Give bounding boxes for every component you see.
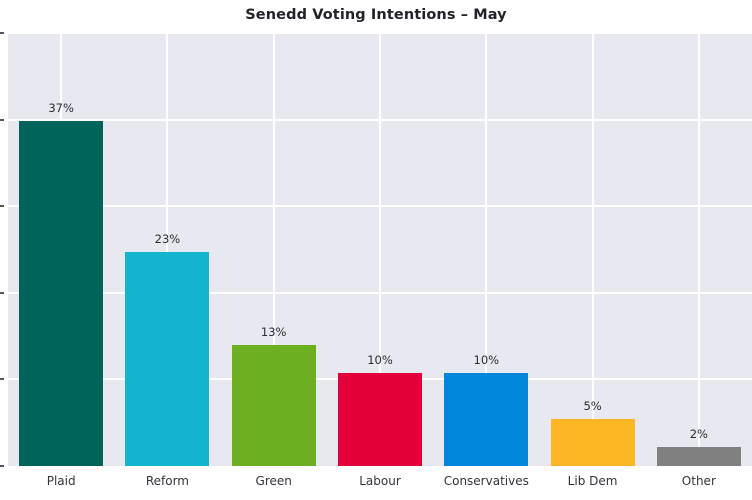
bar-plaid[interactable] — [19, 121, 104, 466]
x-axis-label-conservatives: Conservatives — [443, 474, 529, 488]
x-axis-label-plaid: Plaid — [46, 474, 76, 488]
y-axis-tick — [0, 465, 4, 467]
gridline-vertical — [272, 33, 275, 466]
bar-reform[interactable] — [125, 251, 210, 466]
value-label-green: 13% — [260, 324, 287, 339]
bar-conservatives[interactable] — [444, 372, 529, 466]
value-label-conservatives: 10% — [473, 352, 500, 367]
gridline-vertical — [697, 33, 700, 466]
value-label-other: 2% — [689, 427, 708, 442]
gridline-vertical — [166, 33, 169, 466]
gridline-vertical — [485, 33, 488, 466]
gridline-vertical — [379, 33, 381, 466]
value-label-lib-dem: 5% — [583, 399, 602, 414]
gridline-vertical — [591, 33, 594, 466]
y-axis-tick — [0, 378, 4, 381]
bar-labour[interactable] — [338, 372, 422, 466]
value-label-reform: 23% — [154, 231, 181, 246]
x-axis-label-reform: Reform — [145, 474, 190, 488]
y-axis-tick — [0, 118, 4, 121]
x-axis-label-green: Green — [255, 474, 292, 488]
bar-green[interactable] — [231, 344, 316, 466]
value-label-labour: 10% — [367, 352, 393, 367]
x-axis-label-other: Other — [681, 474, 716, 488]
chart-title: Senedd Voting Intentions – May — [245, 7, 507, 23]
y-axis-tick — [0, 32, 4, 34]
x-axis-label-labour: Labour — [359, 474, 401, 488]
bar-other[interactable] — [656, 447, 741, 466]
y-axis-tick — [0, 291, 4, 294]
plot-area: 37% 23% 13% 10% 10% 5% 2% — [8, 33, 752, 466]
x-axis-labels: Plaid Reform Green Labour Conservatives Lib D… — [8, 466, 752, 500]
value-label-plaid: 37% — [48, 101, 74, 116]
bar-lib-dem[interactable] — [550, 419, 635, 466]
y-axis-tick — [0, 205, 4, 208]
x-axis-label-lib-dem: Lib Dem — [567, 474, 618, 488]
